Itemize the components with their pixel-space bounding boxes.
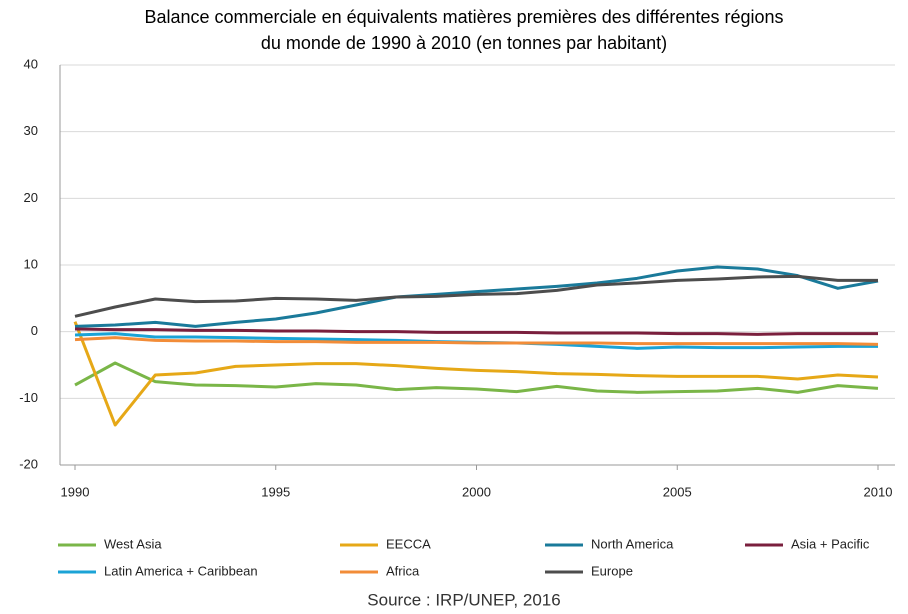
chart-title: Balance commerciale en équivalents matiè… — [145, 7, 784, 27]
series-line — [74, 361, 879, 394]
y-tick-label: -10 — [19, 390, 38, 405]
y-tick-label: 40 — [24, 56, 38, 71]
legend-label: Africa — [386, 563, 420, 578]
legend-label: Europe — [591, 563, 633, 578]
x-tick-label: 1995 — [261, 484, 290, 499]
legend-label: West Asia — [104, 536, 162, 551]
legend-label: North America — [591, 536, 674, 551]
series-line — [74, 327, 878, 336]
y-tick-label: 20 — [24, 190, 38, 205]
x-tick-label: 2000 — [462, 484, 491, 499]
x-tick-label: 1990 — [61, 484, 90, 499]
legend-label: EECCA — [386, 536, 431, 551]
chart-title: du monde de 1990 à 2010 (en tonnes par h… — [261, 33, 667, 53]
source: Source : IRP/UNEP, 2016 — [367, 590, 560, 609]
legend-label: Asia + Pacific — [791, 536, 870, 551]
y-tick-label: -20 — [19, 456, 38, 471]
series-line — [74, 336, 879, 346]
series-line — [73, 321, 879, 427]
y-tick-label: 30 — [24, 123, 38, 138]
x-tick-label: 2010 — [864, 484, 893, 499]
y-tick-label: 0 — [31, 323, 38, 338]
series-line — [74, 265, 879, 328]
y-tick-label: 10 — [24, 256, 38, 271]
x-tick-label: 2005 — [663, 484, 692, 499]
legend-label: Latin America + Caribbean — [104, 563, 258, 578]
series-line — [74, 274, 878, 318]
